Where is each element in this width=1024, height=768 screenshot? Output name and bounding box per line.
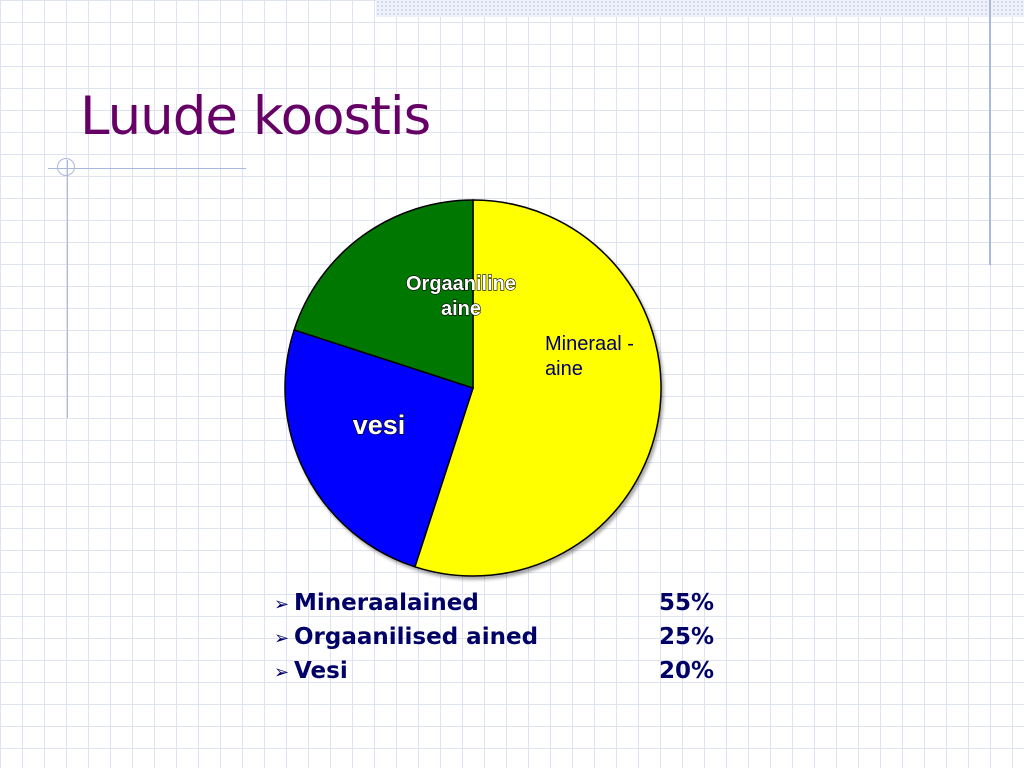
decorative-left-line [67,160,68,418]
arrow-bullet-icon: ➢ [274,628,290,649]
legend-value: 55% [658,590,714,616]
legend-label: Vesi [294,658,348,684]
arrow-bullet-icon: ➢ [274,662,290,683]
title-underline [48,168,246,169]
legend-label: Mineraalained [294,590,479,616]
decorative-vertical-line [989,0,991,265]
decorative-circle [57,158,75,176]
legend-item-vesi: ➢ Vesi 20% [274,654,714,688]
legend-value: 25% [658,624,714,650]
pie-slice-label-1: vesi [353,410,406,440]
legend-label: Orgaanilised ained [294,624,539,650]
pie-slice-2 [293,199,474,390]
pie-slice-label-2: Orgaaniline aine [406,273,516,320]
pie-labels: Mineraal -aine vesi Orgaaniline aine [352,272,634,440]
header-decoration [376,0,1024,17]
legend-item-orgaanilised-ained: ➢ Orgaanilised ained 25% [274,620,714,654]
arrow-bullet-icon: ➢ [274,594,290,615]
pie-slice-1 [284,328,474,568]
legend: ➢ Mineraalained 55% ➢ Orgaanilised ained 2… [274,586,714,688]
legend-value: 20% [658,658,714,684]
pie-slice-0 [413,199,662,577]
pie-slices [284,199,662,577]
legend-item-mineraalained: ➢ Mineraalained 55% [274,586,714,620]
page-title: Luude koostis [80,86,431,147]
pie-slice-label-0: Mineraal -aine [545,333,634,380]
